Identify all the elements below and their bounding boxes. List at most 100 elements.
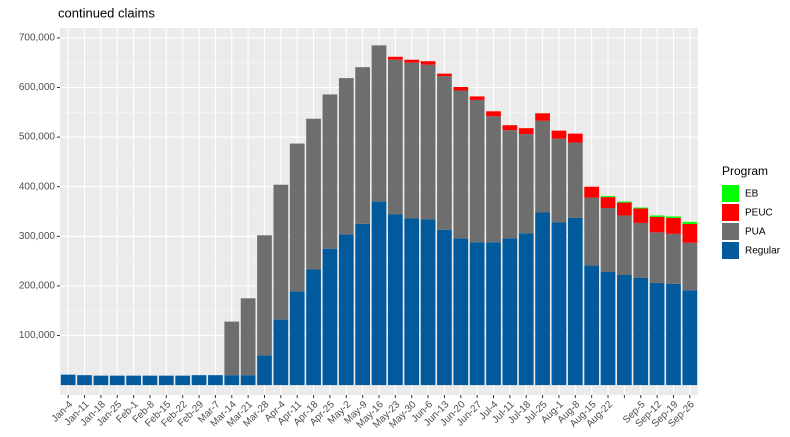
legend-title: Program xyxy=(722,164,768,178)
bar-segment xyxy=(208,375,223,386)
bar-segment xyxy=(617,274,632,386)
bar-segment xyxy=(649,215,665,217)
bar-segment xyxy=(175,375,191,386)
bar-segment xyxy=(551,222,567,386)
bar-segment xyxy=(486,111,501,117)
legend-label: EB xyxy=(745,189,759,200)
legend-key xyxy=(722,204,739,221)
bar-segment xyxy=(617,201,632,203)
bar-segment xyxy=(518,128,534,135)
bar-segment xyxy=(682,221,698,224)
bar-segment xyxy=(469,242,485,386)
bar-segment xyxy=(502,238,518,386)
bar-segment xyxy=(617,202,632,216)
bar-segment xyxy=(387,59,403,215)
bar-segment xyxy=(600,208,616,273)
legend-label: PEUC xyxy=(745,208,773,219)
bar-segment xyxy=(666,283,681,386)
y-tick-label: 300,000 xyxy=(19,231,56,242)
y-tick-label: 600,000 xyxy=(19,82,56,93)
bar-segment xyxy=(355,223,371,386)
bar-segment xyxy=(289,143,305,292)
bar-segment xyxy=(387,214,403,386)
y-tick-label: 100,000 xyxy=(19,330,56,341)
bar-segment xyxy=(240,375,256,386)
bar-segment xyxy=(584,197,600,266)
bar-segment xyxy=(437,76,452,230)
bar-segment xyxy=(453,90,469,239)
bar-segment xyxy=(666,233,681,284)
bar-segment xyxy=(355,67,371,224)
bar-segment xyxy=(420,219,436,386)
bar-segment xyxy=(633,277,649,386)
bar-segment xyxy=(322,248,338,386)
bar-segment xyxy=(584,265,600,386)
bar-segment xyxy=(191,375,207,386)
bar-segment xyxy=(567,217,583,386)
bar-segment xyxy=(666,216,681,218)
y-tick-label: 700,000 xyxy=(19,33,56,44)
bar-segment xyxy=(453,238,469,386)
bar-segment xyxy=(486,242,501,386)
bar-segment xyxy=(600,197,616,209)
bar-segment xyxy=(60,374,76,386)
y-tick-label: 400,000 xyxy=(19,181,56,192)
bar-segment xyxy=(649,216,665,233)
bar-segment xyxy=(649,282,665,386)
bar-segment xyxy=(551,130,567,139)
bar-segment xyxy=(257,355,272,386)
bar-segment xyxy=(535,212,550,386)
bar-segment xyxy=(142,375,158,386)
bar-segment xyxy=(535,120,550,213)
bar-segment xyxy=(682,223,698,243)
bar-segment xyxy=(338,78,354,235)
bar-segment xyxy=(567,142,583,218)
bar-segment xyxy=(420,61,436,65)
bar-segment xyxy=(224,321,240,376)
chart-title: continued claims xyxy=(58,5,155,20)
bar-segment xyxy=(371,201,387,386)
bar-segment xyxy=(289,291,305,386)
bar-segment xyxy=(486,116,501,243)
bar-segment xyxy=(584,186,600,198)
bar-segment xyxy=(404,59,420,63)
bar-segment xyxy=(600,196,616,198)
bar-segment xyxy=(649,232,665,283)
bar-segment xyxy=(633,208,649,223)
bar-segment xyxy=(404,218,420,386)
bar-segment xyxy=(535,113,550,121)
bar-segment xyxy=(158,375,174,386)
bar-segment xyxy=(257,235,272,356)
bar-segment xyxy=(224,375,240,386)
y-tick-label: 200,000 xyxy=(19,281,56,292)
bar-segment xyxy=(453,87,469,91)
bar-segment xyxy=(682,242,698,291)
bar-segment xyxy=(93,375,109,386)
bar-segment xyxy=(322,94,338,249)
bar-segment xyxy=(126,375,141,386)
bar-segment xyxy=(273,184,289,320)
bar-segment xyxy=(420,64,436,220)
bar-segment xyxy=(404,62,420,219)
legend-key xyxy=(722,242,739,259)
bar-segment xyxy=(567,133,583,143)
bar-segment xyxy=(502,125,518,131)
bar-segment xyxy=(371,45,387,202)
bar-segment xyxy=(387,56,403,60)
bar-segment xyxy=(633,207,649,209)
bar-segment xyxy=(633,222,649,278)
bar-segment xyxy=(338,234,354,386)
legend-label: Regular xyxy=(745,246,781,257)
legend-label: PUA xyxy=(745,227,766,238)
bar-segment xyxy=(469,99,485,243)
bar-segment xyxy=(240,298,256,376)
bar-segment xyxy=(306,269,321,386)
bar-segment xyxy=(518,233,534,386)
bar-segment xyxy=(666,217,681,234)
y-tick-label: 500,000 xyxy=(19,132,56,143)
bar-segment xyxy=(469,96,485,100)
bar-segment xyxy=(437,73,452,77)
bar-segment xyxy=(551,138,567,223)
legend-key xyxy=(722,223,739,240)
